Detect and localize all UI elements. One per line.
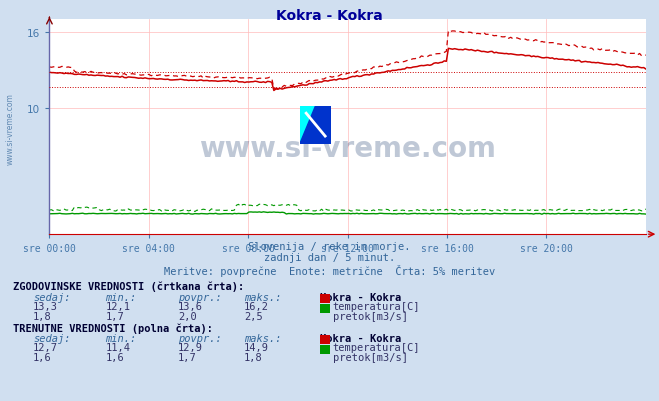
Text: 1,8: 1,8 (244, 352, 262, 362)
Text: 1,6: 1,6 (33, 352, 51, 362)
Text: pretok[m3/s]: pretok[m3/s] (333, 311, 408, 321)
Text: 1,8: 1,8 (33, 311, 51, 321)
Text: zadnji dan / 5 minut.: zadnji dan / 5 minut. (264, 253, 395, 263)
Text: 12,1: 12,1 (105, 302, 130, 312)
Text: Kokra - Kokra: Kokra - Kokra (320, 333, 401, 343)
Text: www.si-vreme.com: www.si-vreme.com (199, 135, 496, 163)
Text: Kokra - Kokra: Kokra - Kokra (320, 292, 401, 302)
Text: 12,9: 12,9 (178, 342, 203, 352)
Text: Slovenija / reke in morje.: Slovenija / reke in morje. (248, 241, 411, 251)
Text: min.:: min.: (105, 292, 136, 302)
Text: 2,5: 2,5 (244, 311, 262, 321)
Text: 1,6: 1,6 (105, 352, 124, 362)
Text: 16,2: 16,2 (244, 302, 269, 312)
Polygon shape (300, 106, 331, 144)
Text: temperatura[C]: temperatura[C] (333, 342, 420, 352)
Text: 2,0: 2,0 (178, 311, 196, 321)
Text: sedaj:: sedaj: (33, 292, 71, 302)
Text: min.:: min.: (105, 333, 136, 343)
Text: Meritve: povprečne  Enote: metrične  Črta: 5% meritev: Meritve: povprečne Enote: metrične Črta:… (164, 264, 495, 276)
Polygon shape (300, 106, 316, 144)
Text: povpr.:: povpr.: (178, 333, 221, 343)
Text: 1,7: 1,7 (105, 311, 124, 321)
Text: temperatura[C]: temperatura[C] (333, 302, 420, 312)
Text: maks.:: maks.: (244, 333, 281, 343)
Text: 12,7: 12,7 (33, 342, 58, 352)
Text: 1,7: 1,7 (178, 352, 196, 362)
Text: pretok[m3/s]: pretok[m3/s] (333, 352, 408, 362)
Text: 14,9: 14,9 (244, 342, 269, 352)
Text: 13,3: 13,3 (33, 302, 58, 312)
Text: TRENUTNE VREDNOSTI (polna črta):: TRENUTNE VREDNOSTI (polna črta): (13, 322, 213, 333)
Text: Kokra - Kokra: Kokra - Kokra (276, 9, 383, 23)
Text: www.si-vreme.com: www.si-vreme.com (5, 93, 14, 164)
Text: 11,4: 11,4 (105, 342, 130, 352)
Text: maks.:: maks.: (244, 292, 281, 302)
Polygon shape (300, 106, 331, 144)
Text: ZGODOVINSKE VREDNOSTI (črtkana črta):: ZGODOVINSKE VREDNOSTI (črtkana črta): (13, 281, 244, 291)
Text: 13,6: 13,6 (178, 302, 203, 312)
Text: sedaj:: sedaj: (33, 333, 71, 343)
Text: povpr.:: povpr.: (178, 292, 221, 302)
